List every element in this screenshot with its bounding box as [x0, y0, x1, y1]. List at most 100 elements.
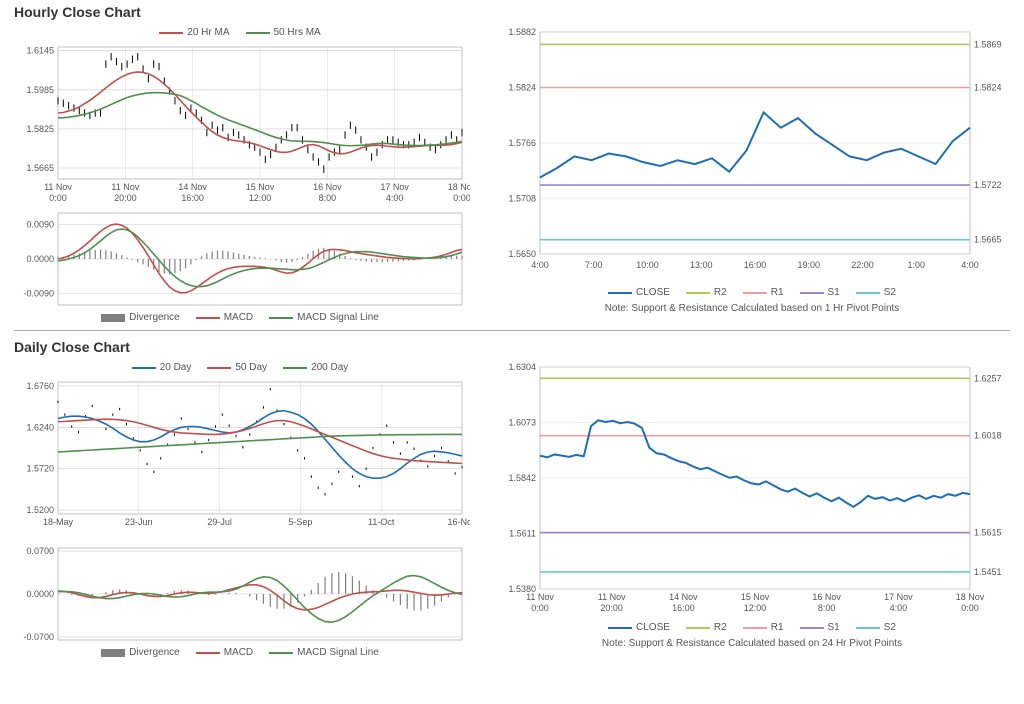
svg-text:1.5611: 1.5611	[509, 529, 536, 539]
svg-text:1.5615: 1.5615	[974, 528, 1002, 538]
svg-text:1.5720: 1.5720	[26, 464, 54, 474]
svg-text:4:00: 4:00	[961, 260, 979, 270]
daily-sr-legend: CLOSE R2 R1 S1 S2	[490, 619, 1014, 636]
daily-price-chart: 1.52001.57201.62401.676018-May23-Jun29-J…	[10, 376, 470, 544]
hourly-title: Hourly Close Chart	[0, 0, 1024, 24]
daily-title: Daily Close Chart	[0, 335, 1024, 359]
svg-text:1.6760: 1.6760	[26, 381, 54, 391]
svg-text:11 Nov: 11 Nov	[44, 182, 72, 192]
svg-text:0.0000: 0.0000	[26, 254, 54, 264]
svg-text:4:00: 4:00	[890, 603, 908, 613]
svg-text:0:00: 0:00	[531, 603, 549, 613]
legend-item: 50 Hrs MA	[246, 27, 321, 38]
svg-text:16:00: 16:00	[181, 193, 204, 203]
svg-text:1.5451: 1.5451	[974, 567, 1002, 577]
daily-price-legend: 20 Day 50 Day 200 Day	[10, 359, 470, 376]
legend-item: 20 Day	[132, 362, 192, 373]
legend-item: R2	[686, 287, 727, 298]
svg-text:0:00: 0:00	[453, 193, 470, 203]
svg-text:7:00: 7:00	[585, 260, 603, 270]
legend-item: S1	[800, 622, 840, 633]
svg-text:23-Jun: 23-Jun	[125, 517, 153, 527]
svg-text:1.5665: 1.5665	[974, 235, 1002, 245]
svg-text:20:00: 20:00	[114, 193, 137, 203]
svg-text:8:00: 8:00	[319, 193, 337, 203]
daily-macd-legend: Divergence MACD MACD Signal Line	[10, 644, 470, 661]
svg-text:11 Nov: 11 Nov	[526, 592, 554, 602]
legend-item: CLOSE	[608, 287, 670, 298]
svg-text:0.0090: 0.0090	[26, 220, 54, 230]
svg-text:15 Nov: 15 Nov	[741, 592, 770, 602]
svg-text:13:00: 13:00	[690, 260, 713, 270]
legend-item: R1	[743, 622, 784, 633]
svg-text:1:00: 1:00	[907, 260, 925, 270]
svg-text:19:00: 19:00	[797, 260, 820, 270]
svg-text:16-Nov: 16-Nov	[447, 517, 470, 527]
svg-text:12:00: 12:00	[744, 603, 767, 613]
svg-text:20:00: 20:00	[600, 603, 623, 613]
svg-text:1.5869: 1.5869	[974, 39, 1002, 49]
hourly-macd-legend: Divergence MACD MACD Signal Line	[10, 309, 470, 326]
hourly-sr-legend: CLOSE R2 R1 S1 S2	[490, 284, 1014, 301]
svg-text:1.6073: 1.6073	[508, 418, 536, 428]
svg-text:1.5985: 1.5985	[26, 85, 54, 95]
svg-text:0.0000: 0.0000	[26, 589, 54, 599]
daily-sr-note: Note: Support & Resistance Calculated ba…	[490, 636, 1014, 649]
svg-text:1.5842: 1.5842	[508, 473, 536, 483]
svg-text:18 Nov: 18 Nov	[956, 592, 985, 602]
svg-text:14 Nov: 14 Nov	[669, 592, 698, 602]
svg-text:17 Nov: 17 Nov	[884, 592, 913, 602]
svg-text:16:00: 16:00	[744, 260, 767, 270]
svg-text:1.5722: 1.5722	[974, 180, 1002, 190]
legend-item: 50 Day	[207, 362, 267, 373]
svg-text:-0.0090: -0.0090	[23, 289, 54, 299]
svg-text:18 Nov: 18 Nov	[448, 182, 470, 192]
legend-item: 20 Hr MA	[159, 27, 229, 38]
svg-text:15 Nov: 15 Nov	[246, 182, 275, 192]
svg-text:1.6304: 1.6304	[508, 362, 536, 372]
legend-item: CLOSE	[608, 622, 670, 633]
svg-text:1.6240: 1.6240	[26, 422, 54, 432]
hourly-price-legend: 20 Hr MA 50 Hrs MA	[10, 24, 470, 41]
legend-item: S2	[856, 287, 896, 298]
svg-text:4:00: 4:00	[531, 260, 549, 270]
svg-text:1.6145: 1.6145	[26, 46, 54, 56]
svg-text:16 Nov: 16 Nov	[812, 592, 841, 602]
svg-text:1.5825: 1.5825	[26, 124, 54, 134]
legend-item: MACD	[196, 312, 253, 323]
svg-text:1.5708: 1.5708	[508, 194, 536, 204]
legend-item: R2	[686, 622, 727, 633]
svg-text:1.5665: 1.5665	[26, 163, 54, 173]
svg-text:14 Nov: 14 Nov	[178, 182, 207, 192]
svg-text:16 Nov: 16 Nov	[313, 182, 342, 192]
svg-text:1.5882: 1.5882	[508, 27, 536, 37]
legend-item: MACD Signal Line	[269, 647, 379, 658]
hourly-macd-chart: -0.0090 0.0000 0.0090	[10, 209, 470, 309]
svg-text:16:00: 16:00	[672, 603, 695, 613]
daily-sr-chart: 1.53801.56111.58421.60731.630411 Nov0:00…	[490, 359, 1014, 619]
legend-item: MACD	[196, 647, 253, 658]
legend-item: R1	[743, 287, 784, 298]
svg-text:1.5824: 1.5824	[974, 83, 1002, 93]
svg-text:11 Nov: 11 Nov	[111, 182, 139, 192]
svg-text:29-Jul: 29-Jul	[207, 517, 232, 527]
svg-text:1.6257: 1.6257	[974, 373, 1002, 383]
legend-item: S2	[856, 622, 896, 633]
legend-item: MACD Signal Line	[269, 312, 379, 323]
svg-text:0:00: 0:00	[49, 193, 67, 203]
legend-item: Divergence	[101, 312, 180, 323]
svg-text:17 Nov: 17 Nov	[380, 182, 409, 192]
svg-text:10:00: 10:00	[636, 260, 659, 270]
legend-item: Divergence	[101, 647, 180, 658]
svg-text:0:00: 0:00	[961, 603, 979, 613]
svg-text:1.5766: 1.5766	[508, 138, 536, 148]
svg-text:12:00: 12:00	[249, 193, 272, 203]
svg-text:8:00: 8:00	[818, 603, 836, 613]
legend-item: 200 Day	[283, 362, 348, 373]
svg-text:22:00: 22:00	[851, 260, 874, 270]
svg-text:1.6018: 1.6018	[974, 431, 1002, 441]
svg-text:1.5200: 1.5200	[26, 505, 54, 515]
hourly-price-chart: 1.56651.58251.59851.614511 Nov0:0011 Nov…	[10, 41, 470, 209]
svg-text:11 Nov: 11 Nov	[598, 592, 626, 602]
legend-item: S1	[800, 287, 840, 298]
